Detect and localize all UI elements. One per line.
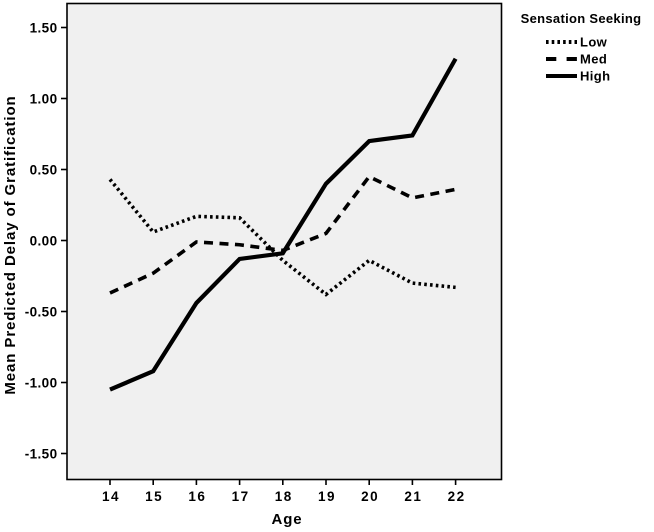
x-axis-title: Age <box>271 511 302 528</box>
y-tick-label: 1.50 <box>30 20 58 35</box>
x-tick-label: 21 <box>404 489 422 504</box>
plot-area <box>66 2 503 481</box>
legend: Sensation Seeking Low Med High <box>521 11 642 84</box>
series-line-high <box>109 57 458 392</box>
x-tick-label: 17 <box>232 489 250 504</box>
x-tick-label: 18 <box>275 489 293 504</box>
legend-label-high: High <box>580 69 610 84</box>
legend-label-low: Low <box>580 35 608 50</box>
x-axis: 14 15 16 17 18 19 20 21 22 <box>102 479 466 504</box>
series-lines <box>108 57 458 392</box>
y-tick-label: 0.00 <box>30 233 58 248</box>
legend-items: Low Med High <box>546 35 610 84</box>
y-tick-label: -1.00 <box>25 375 58 390</box>
y-tick-label: 1.00 <box>30 91 58 106</box>
y-tick-label: -0.50 <box>25 304 58 319</box>
legend-title: Sensation Seeking <box>521 11 642 26</box>
x-tick-label: 14 <box>102 489 120 504</box>
series-line-low <box>108 178 456 297</box>
y-tick-label: 0.50 <box>30 162 58 177</box>
y-tick-label: -1.50 <box>25 446 58 461</box>
x-tick-label: 19 <box>318 489 336 504</box>
legend-label-med: Med <box>580 52 607 67</box>
x-tick-label: 20 <box>361 489 379 504</box>
x-tick-label: 15 <box>145 489 163 504</box>
x-tick-label: 22 <box>448 489 466 504</box>
x-tick-label: 16 <box>188 489 206 504</box>
y-axis: 1.50 1.00 0.50 0.00 -0.50 -1.00 -1.50 <box>25 20 67 461</box>
y-axis-title: Mean Predicted Delay of Gratification <box>2 95 19 394</box>
